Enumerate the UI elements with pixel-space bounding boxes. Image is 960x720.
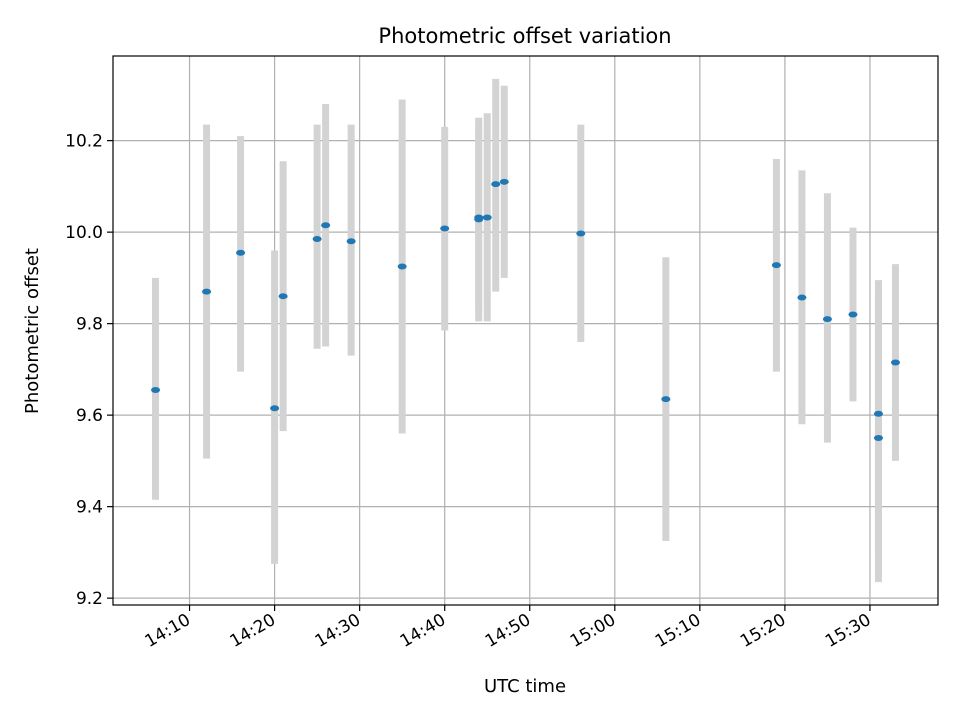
y-tick-label: 9.4 [76,498,103,518]
data-point [270,405,280,412]
data-point [321,222,331,229]
data-point [771,262,781,269]
data-point [397,263,407,270]
y-tick-label: 9.6 [76,406,103,426]
y-axis-ticks: 9.2 9.4 9.6 9.8 10.0 10.2 [65,132,113,609]
data-point [848,311,858,318]
y-axis-label: Photometric offset [22,248,43,414]
data-point [278,293,288,300]
data-point [873,435,883,442]
y-tick-label: 10.0 [65,223,103,243]
data-point [440,225,450,232]
y-tick-label: 10.2 [65,132,103,152]
data-point [346,238,356,245]
y-tick-label: 9.2 [76,589,103,609]
data-point [312,236,322,242]
data-point [890,359,900,366]
data-point [151,386,161,393]
data-point [236,249,246,256]
y-tick-label: 9.8 [76,315,103,335]
plot-frame [112,55,939,606]
data-point [482,214,492,221]
data-point [576,230,586,237]
chart-title: Photometric offset variation [378,24,671,48]
data-point [499,178,509,185]
data-point [797,294,807,301]
data-point [202,288,212,295]
x-axis-label: UTC time [484,676,566,697]
data-points [151,178,900,442]
data-point [822,316,832,323]
data-point [491,181,501,188]
data-point [873,410,883,417]
data-point [474,216,484,223]
data-point [661,396,671,403]
